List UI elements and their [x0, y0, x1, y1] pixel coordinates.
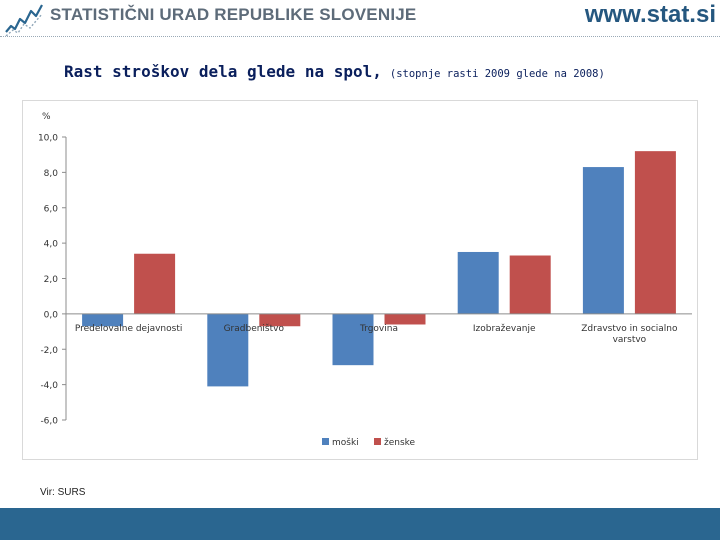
source-note: Vir: SURS: [40, 487, 86, 498]
bar-ženske-0: [134, 253, 176, 314]
header-divider: [0, 36, 720, 37]
surs-logo-icon: [5, 4, 43, 36]
category-label: varstvo: [613, 335, 647, 345]
category-label: Predelovalne dejavnosti: [75, 324, 183, 334]
bar-ženske-1: [259, 313, 301, 327]
y-tick-label: 4,0: [44, 240, 59, 250]
bar-moški-0: [82, 313, 124, 327]
y-tick-label: 6,0: [44, 204, 59, 214]
header: STATISTIČNI URAD REPUBLIKE SLOVENIJE www…: [0, 0, 720, 36]
bar-moški-3: [457, 251, 499, 314]
category-label: Trgovina: [359, 324, 398, 334]
y-tick-label: 8,0: [44, 169, 59, 179]
bar-moški-1: [207, 313, 249, 387]
category-label: Zdravstvo in socialno: [581, 324, 678, 334]
plot-area-border: [22, 100, 698, 460]
legend-label-moški: moški: [332, 437, 359, 448]
chart-title: Rast stroškov dela glede na spol, (stopnj…: [64, 62, 605, 81]
y-tick-label: -2,0: [40, 346, 58, 356]
y-tick-label: 2,0: [44, 275, 59, 285]
bar-chart: -6,0 -4,0 -2,0 0,0 2,0 4,0 6,0 8,0 10,0% Predelov…: [22, 100, 698, 460]
bar-ženske-4: [634, 151, 676, 314]
footer-bar: [0, 508, 720, 540]
bar-moški-2: [332, 313, 374, 366]
organization-name: STATISTIČNI URAD REPUBLIKE SLOVENIJE: [50, 5, 417, 24]
legend-label-ženske: ženske: [384, 438, 416, 448]
bar-ženske-3: [509, 255, 551, 314]
legend-swatch-ženske: [374, 438, 381, 445]
category-label: Gradbeništvo: [224, 323, 285, 334]
y-tick-label: -4,0: [40, 381, 58, 391]
bar-ženske-2: [384, 313, 426, 325]
y-tick-label: -6,0: [40, 417, 58, 427]
chart-title-main: Rast stroškov dela glede na spol,: [64, 62, 382, 81]
legend-swatch-moški: [322, 438, 329, 445]
y-tick-label: 0,0: [44, 310, 59, 320]
bar-moški-4: [582, 167, 624, 314]
chart-title-subtitle: (stopnje rasti 2009 glede na 2008): [389, 68, 605, 80]
y-axis-unit-label: %: [42, 112, 51, 122]
y-tick-label: 10,0: [38, 134, 58, 144]
website-link[interactable]: www.stat.si: [584, 1, 716, 28]
category-label: Izobraževanje: [473, 324, 536, 334]
